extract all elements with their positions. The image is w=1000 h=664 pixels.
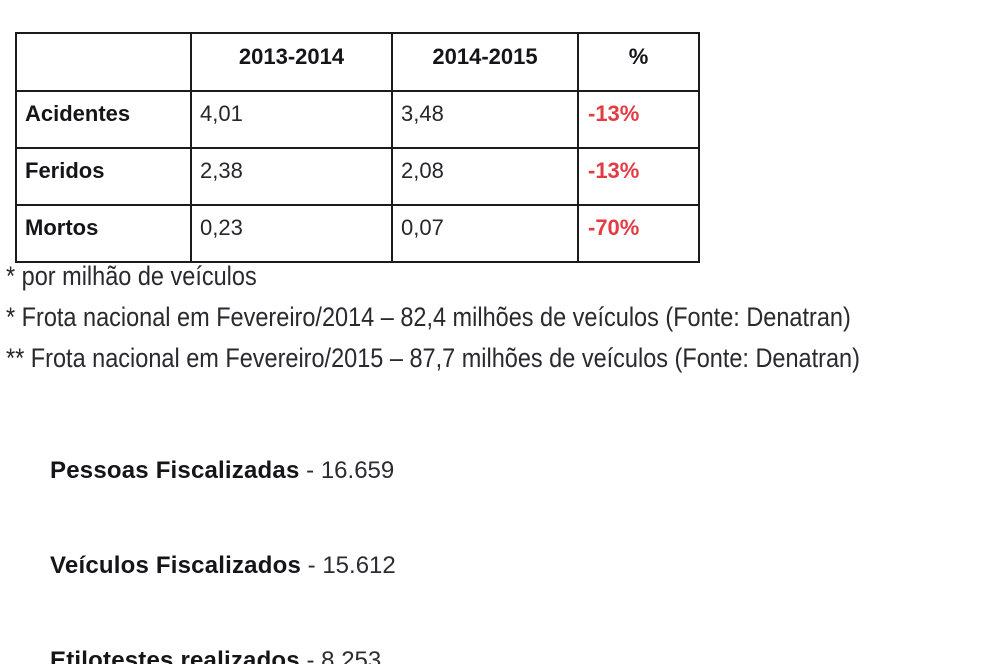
table-header-row: 2013-2014 2014-2015 %	[15, 32, 700, 92]
enforcement-stats: Pessoas Fiscalizadas - 16.659 Veículos F…	[10, 433, 424, 664]
footnotes: * por milhão de veículos * Frota naciona…	[6, 263, 988, 386]
cell-mortos-2013-2014: 0,23	[190, 204, 393, 263]
cell-mortos-percent: -70%	[577, 204, 700, 263]
stat-value: 16.659	[320, 457, 395, 484]
footnote-frota-2015: ** Frota nacional em Fevereiro/2015 – 87…	[6, 343, 860, 373]
cell-acidentes-2013-2014: 4,01	[190, 90, 393, 149]
table-header-2013-2014: 2013-2014	[190, 32, 393, 92]
footnote-frota-2014: * Frota nacional em Fevereiro/2014 – 82,…	[6, 302, 851, 332]
stat-separator: -	[299, 457, 321, 484]
row-label-mortos: Mortos	[15, 204, 192, 263]
stat-value: 8.253	[321, 647, 382, 664]
cell-feridos-2013-2014: 2,38	[190, 147, 393, 206]
table-row-feridos: Feridos 2,38 2,08 -13%	[15, 147, 700, 206]
stat-label: Pessoas Fiscalizadas	[50, 457, 300, 484]
stat-veiculos-fiscalizados: Veículos Fiscalizados - 15.612	[10, 528, 424, 603]
cell-feridos-percent: -13%	[577, 147, 700, 206]
stat-label: Veículos Fiscalizados	[50, 552, 301, 579]
footnote-per-million: * por milhão de veículos	[6, 261, 257, 291]
cell-acidentes-percent: -13%	[577, 90, 700, 149]
table-header-2014-2015: 2014-2015	[391, 32, 579, 92]
cell-mortos-2014-2015: 0,07	[391, 204, 579, 263]
stat-separator: -	[301, 552, 323, 579]
stat-pessoas-fiscalizadas: Pessoas Fiscalizadas - 16.659	[10, 433, 424, 508]
cell-acidentes-2014-2015: 3,48	[391, 90, 579, 149]
table-header-percent: %	[577, 32, 700, 92]
stat-separator: -	[299, 647, 322, 664]
stat-label: Etilotestes realizados	[50, 647, 300, 664]
table-header-empty	[15, 32, 192, 92]
row-label-acidentes: Acidentes	[15, 90, 192, 149]
cell-feridos-2014-2015: 2,08	[391, 147, 579, 206]
stat-etilotestes-realizados: Etilotestes realizados - 8.253	[10, 623, 424, 664]
stat-value: 15.612	[322, 552, 396, 579]
comparison-table: 2013-2014 2014-2015 % Acidentes 4,01 3,4…	[15, 32, 700, 263]
row-label-feridos: Feridos	[15, 147, 192, 206]
table-row-mortos: Mortos 0,23 0,07 -70%	[15, 204, 700, 263]
table-row-acidentes: Acidentes 4,01 3,48 -13%	[15, 90, 700, 149]
